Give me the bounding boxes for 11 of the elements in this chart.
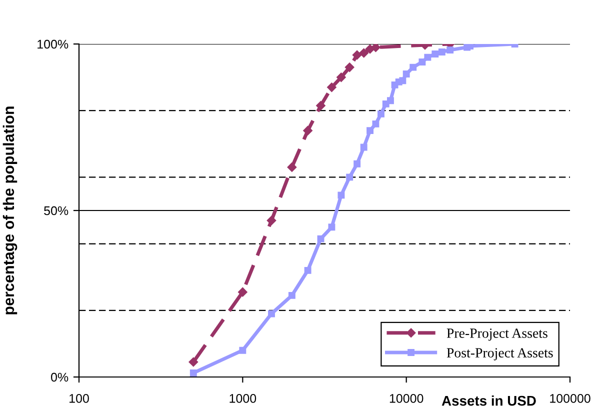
legend-label: Post-Project Assets xyxy=(446,348,553,360)
y-tick-label: 50% xyxy=(44,206,68,216)
y-axis-title: percentage of the population xyxy=(2,106,18,314)
y-tick-label: 100% xyxy=(38,40,68,49)
x-tick-label: 1000 xyxy=(230,394,256,403)
x-tick-label: 100 xyxy=(70,394,89,403)
x-tick-label: 10000 xyxy=(390,394,424,403)
y-tick-label: 0% xyxy=(51,372,68,382)
x-axis-title: Assets in USD xyxy=(442,396,536,406)
x-tick-label: 100000 xyxy=(550,394,590,403)
legend-label: Pre-Project Assets xyxy=(446,328,548,341)
